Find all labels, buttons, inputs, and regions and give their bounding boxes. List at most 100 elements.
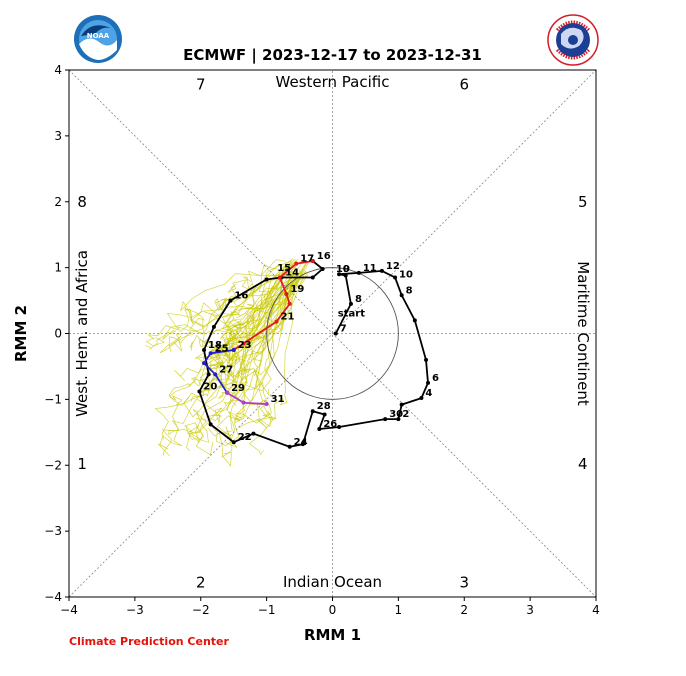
series-point [348,301,353,306]
ensemble-member-line [236,272,298,319]
series-point [251,431,256,436]
point-label: 15 [277,263,291,274]
point-label: 26 [323,419,337,430]
series-point [343,273,348,278]
series-point [322,412,327,417]
y-tick-label: −1 [44,392,62,406]
point-label: 12 [386,261,400,272]
rmm-trajectories [197,259,431,449]
point-label: start [338,308,365,319]
y-tick-label: −3 [44,524,62,538]
series-point [399,402,404,407]
y-tick-label: 1 [54,261,62,275]
series-point [274,319,279,324]
point-label: 23 [238,340,252,351]
point-label: 9 [343,264,350,275]
point-label: 30 [389,409,403,420]
series-point [206,372,211,377]
series-point [337,272,342,277]
series-point [231,440,236,445]
phase-label: 6 [459,75,469,93]
ensemble-members [145,258,310,467]
series-point [294,261,299,266]
point-label: 16 [317,251,331,262]
x-tick-label: −3 [126,603,144,617]
point-label: 28 [317,401,331,412]
series-point [264,401,269,406]
series-point [396,417,401,422]
series-point [211,324,216,329]
series-line [198,260,429,448]
ensemble-member-line [169,273,304,406]
point-label: 11 [363,263,377,274]
series-point [264,277,269,282]
series-point [310,259,315,264]
x-tick-label: 4 [592,603,600,617]
unit-circle [266,267,399,400]
region-label-right: Maritime Continent [574,261,592,406]
phase-label: 4 [578,455,588,473]
series-point [317,427,322,432]
x-tick-label: −1 [258,603,276,617]
series-point [426,380,431,385]
series-point [241,400,246,405]
phase-label: 1 [77,455,87,473]
footer-credit: Climate Prediction Center [69,635,229,648]
ensemble-member-line [145,276,283,350]
series-point [225,390,230,395]
y-tick-label: 2 [54,195,62,209]
x-tick-label: 1 [395,603,403,617]
series-point [241,341,246,346]
phase-guides [68,69,597,598]
ensemble-member-line [196,269,301,424]
series-point [419,396,424,401]
ensemble-member-line [215,261,290,361]
ensemble-member-line [215,272,297,390]
point-label: 4 [425,388,432,399]
ensemble-member-line [212,275,293,356]
x-axis-label: RMM 1 [304,626,361,644]
series-point [284,291,289,296]
ensemble-member-line [185,272,295,444]
point-label: 21 [281,312,295,323]
point-label: 22 [238,432,252,443]
ensemble-member-line [188,275,308,328]
phase-label: 7 [196,75,206,93]
series-point [228,298,233,303]
y-tick-label: 4 [54,63,62,77]
point-label: 29 [231,383,245,394]
noaa-logo: NOAA [74,15,122,63]
point-label: 10 [399,269,413,280]
series-point [337,425,342,430]
ensemble-member-line [221,263,299,305]
point-label: 14 [285,268,299,279]
series-point [213,372,218,377]
ensemble-member-line [197,262,287,370]
ensemble-member-line [211,261,307,467]
point-label: 20 [203,381,217,392]
point-label: 16 [234,291,248,302]
point-label: 10 [336,264,350,275]
point-label: 8 [406,285,413,296]
ensemble-member-line [174,268,298,381]
point-label: 24 [294,437,308,448]
phase-label: 8 [77,193,87,211]
series-point [202,347,207,352]
point-label: 31 [271,394,285,405]
series-point [208,351,213,356]
x-tick-label: 3 [526,603,534,617]
ensemble-member-line [157,270,306,457]
point-label: 8 [355,294,362,305]
ensemble-member-line [176,273,281,333]
ensemble-member-line [145,258,296,347]
series-point [379,268,384,273]
diagonal-guide [68,69,597,598]
point-label: 7 [340,324,347,335]
series-point [320,266,325,271]
series-point [333,331,338,336]
phase-label: 2 [196,574,206,592]
ensemble-member-line [259,273,293,420]
x-tick-label: 0 [329,603,337,617]
